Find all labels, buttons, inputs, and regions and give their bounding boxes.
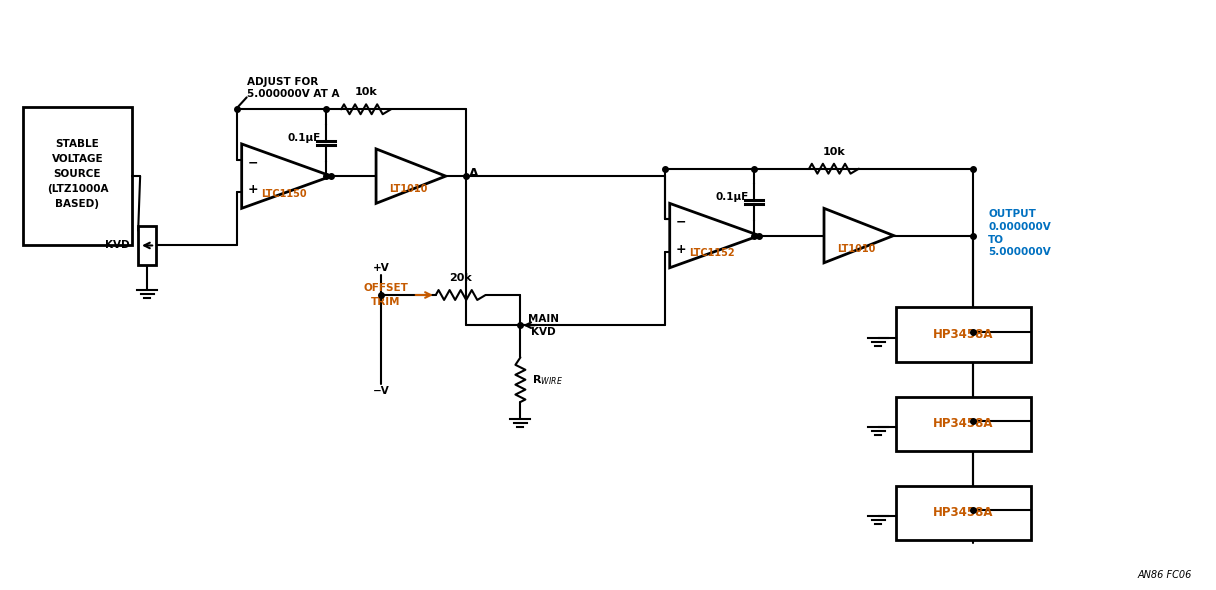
Text: +V: +V [372, 263, 389, 273]
Text: LTC1152: LTC1152 [688, 248, 734, 258]
Text: LT1010: LT1010 [389, 184, 427, 194]
FancyBboxPatch shape [896, 486, 1031, 540]
Text: ADJUST FOR: ADJUST FOR [247, 77, 317, 87]
Text: (LTZ1000A: (LTZ1000A [46, 184, 108, 194]
Text: HP3458A: HP3458A [933, 328, 993, 341]
Text: BASED): BASED) [56, 199, 100, 209]
Text: 0.1μF: 0.1μF [288, 133, 321, 143]
Text: STABLE: STABLE [56, 139, 100, 149]
Text: +: + [675, 242, 686, 255]
Text: −: − [675, 215, 686, 228]
Text: +: + [247, 183, 258, 196]
Text: SOURCE: SOURCE [54, 169, 101, 179]
Text: 5.000000V AT A: 5.000000V AT A [247, 90, 339, 99]
Text: 0.1μF: 0.1μF [716, 192, 749, 202]
Text: KVD: KVD [105, 241, 130, 251]
Text: VOLTAGE: VOLTAGE [51, 155, 103, 164]
Text: A: A [468, 166, 478, 180]
Text: HP3458A: HP3458A [933, 506, 993, 519]
Text: TRIM: TRIM [371, 297, 401, 307]
Bar [139, 225, 156, 266]
Text: 10k: 10k [355, 87, 377, 97]
Text: −V: −V [372, 386, 389, 396]
Text: AN86 FC06: AN86 FC06 [1138, 571, 1193, 581]
FancyBboxPatch shape [896, 307, 1031, 362]
Text: 5.000000V: 5.000000V [989, 247, 1051, 257]
Text: HP3458A: HP3458A [933, 417, 993, 430]
FancyBboxPatch shape [896, 396, 1031, 451]
Text: TO: TO [989, 235, 1004, 244]
FancyBboxPatch shape [23, 107, 133, 245]
Text: OUTPUT: OUTPUT [989, 209, 1036, 219]
Text: 20k: 20k [449, 273, 472, 283]
Text: 0.000000V: 0.000000V [989, 222, 1051, 232]
Text: −: − [247, 156, 258, 169]
Text: LTC1150: LTC1150 [260, 189, 306, 199]
Text: KVD: KVD [531, 327, 556, 337]
Text: OFFSET: OFFSET [364, 283, 409, 293]
Text: R$_{WIRE}$: R$_{WIRE}$ [533, 373, 563, 386]
Text: LT1010: LT1010 [837, 244, 876, 254]
Text: 10k: 10k [822, 147, 845, 157]
Text: MAIN: MAIN [528, 314, 559, 324]
